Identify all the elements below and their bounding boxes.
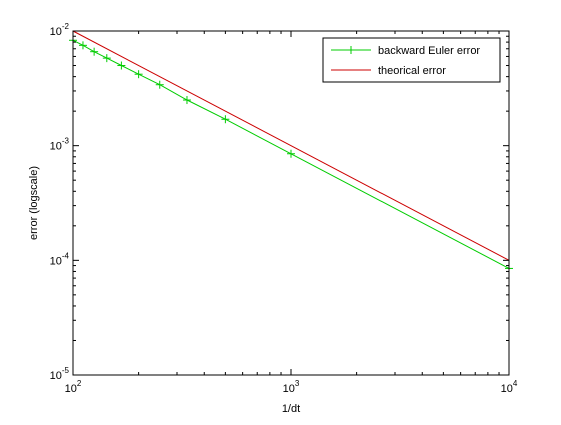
y-tick-base: 10 <box>50 370 62 382</box>
data-point <box>287 149 295 158</box>
y-tick-exponent: -3 <box>62 137 70 146</box>
y-tick-exponent: -5 <box>62 366 70 375</box>
y-tick-base: 10 <box>50 26 62 38</box>
y-tick-exponent: -2 <box>62 22 70 31</box>
x-tick-exponent: 4 <box>513 379 518 388</box>
y-tick-label: 10-2 <box>50 22 70 38</box>
y-axis-label: error (logscale) <box>28 166 40 240</box>
data-point <box>78 41 87 50</box>
y-tick-exponent: -4 <box>62 251 70 260</box>
legend-label: backward Euler error <box>378 45 480 57</box>
data-point <box>102 54 111 63</box>
data-point <box>182 96 191 105</box>
x-tick-label: 104 <box>501 379 518 395</box>
x-tick-label: 103 <box>283 379 300 395</box>
legend-item: theorical error <box>331 65 446 77</box>
x-tick-base: 10 <box>283 383 295 395</box>
data-point <box>221 115 230 124</box>
series-line-2 <box>72 30 510 261</box>
y-tick-base: 10 <box>50 255 62 267</box>
legend-item: backward Euler error <box>331 45 480 57</box>
axes-background <box>73 31 509 375</box>
x-tick-base: 10 <box>65 383 77 395</box>
data-point <box>155 80 164 89</box>
x-axis-label: 1/dt <box>282 403 300 415</box>
legend: backward Euler error theorical error <box>322 37 501 83</box>
y-tick-label: 10-4 <box>50 251 70 267</box>
x-tick-label: 102 <box>65 379 82 395</box>
data-point <box>134 70 143 79</box>
x-tick-base: 10 <box>501 383 513 395</box>
x-tick-exponent: 3 <box>295 379 300 388</box>
y-tick-base: 10 <box>50 141 62 153</box>
y-tick-label: 10-3 <box>50 137 70 153</box>
x-tick-exponent: 2 <box>77 379 82 388</box>
data-point <box>117 61 126 70</box>
data-point <box>90 47 99 56</box>
legend-label: theorical error <box>378 65 446 77</box>
legend-box <box>322 37 501 83</box>
y-tick-label: 10-5 <box>50 366 70 382</box>
